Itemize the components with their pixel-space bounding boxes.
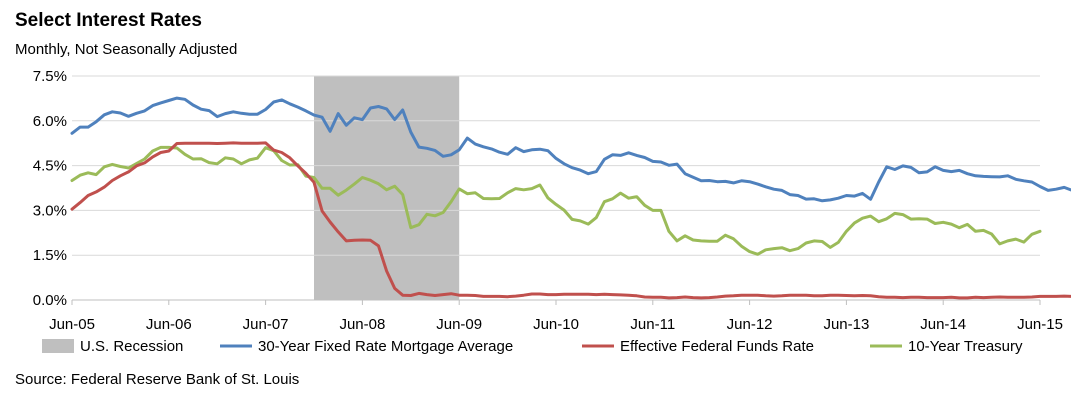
legend-item-fed-funds: Effective Federal Funds Rate	[582, 338, 814, 355]
series-line-fed-funds	[70, 141, 1071, 300]
legend-item-treasury: 10-Year Treasury	[870, 338, 1023, 355]
legend-label: 30-Year Fixed Rate Mortgage Average	[258, 338, 513, 355]
source-note: Source: Federal Reserve Bank of St. Loui…	[15, 371, 300, 388]
x-axis-tick-labels: Jun-05 Jun-06 Jun-07 Jun-08 Jun-09 Jun-10 Jun-…	[49, 316, 1063, 333]
x-tick-label: Jun-13	[823, 316, 869, 333]
x-tick-label: Jun-12	[727, 316, 773, 333]
x-tick-label: Jun-05	[49, 316, 95, 333]
x-tick-label: Jun-08	[339, 316, 385, 333]
legend-item-recession: U.S. Recession	[42, 338, 183, 355]
gridlines	[72, 75, 1040, 256]
legend-label: 10-Year Treasury	[908, 338, 1023, 355]
x-tick-label: Jun-07	[243, 316, 289, 333]
y-tick-label: 7.5%	[33, 68, 67, 85]
y-axis-tick-labels: 0.0% 1.5% 3.0% 4.5% 6.0% 7.5%	[33, 68, 67, 309]
y-tick-label: 4.5%	[33, 158, 67, 175]
y-tick-label: 3.0%	[33, 202, 67, 219]
x-tick-label: Jun-09	[436, 316, 482, 333]
x-tick-label: Jun-06	[146, 316, 192, 333]
y-tick-label: 6.0%	[33, 113, 67, 130]
legend-item-mortgage: 30-Year Fixed Rate Mortgage Average	[220, 338, 513, 355]
x-tick-label: Jun-11	[630, 316, 675, 333]
x-axis	[71, 299, 1041, 305]
legend-swatch	[42, 339, 74, 353]
legend-label: U.S. Recession	[80, 338, 183, 355]
chart-subtitle: Monthly, Not Seasonally Adjusted	[15, 41, 238, 58]
y-tick-label: 0.0%	[33, 292, 67, 309]
x-tick-label: Jun-10	[533, 316, 579, 333]
legend: U.S. Recession 30-Year Fixed Rate Mortgag…	[42, 338, 1023, 355]
chart-title: Select Interest Rates	[15, 10, 202, 31]
series-lines	[70, 96, 1071, 300]
series-line-treasury	[70, 145, 1042, 256]
y-tick-label: 1.5%	[33, 247, 67, 264]
x-tick-label: Jun-14	[920, 316, 966, 333]
series-line-mortgage	[70, 96, 1071, 203]
x-tick-label: Jun-15	[1017, 316, 1063, 333]
legend-label: Effective Federal Funds Rate	[620, 338, 814, 355]
